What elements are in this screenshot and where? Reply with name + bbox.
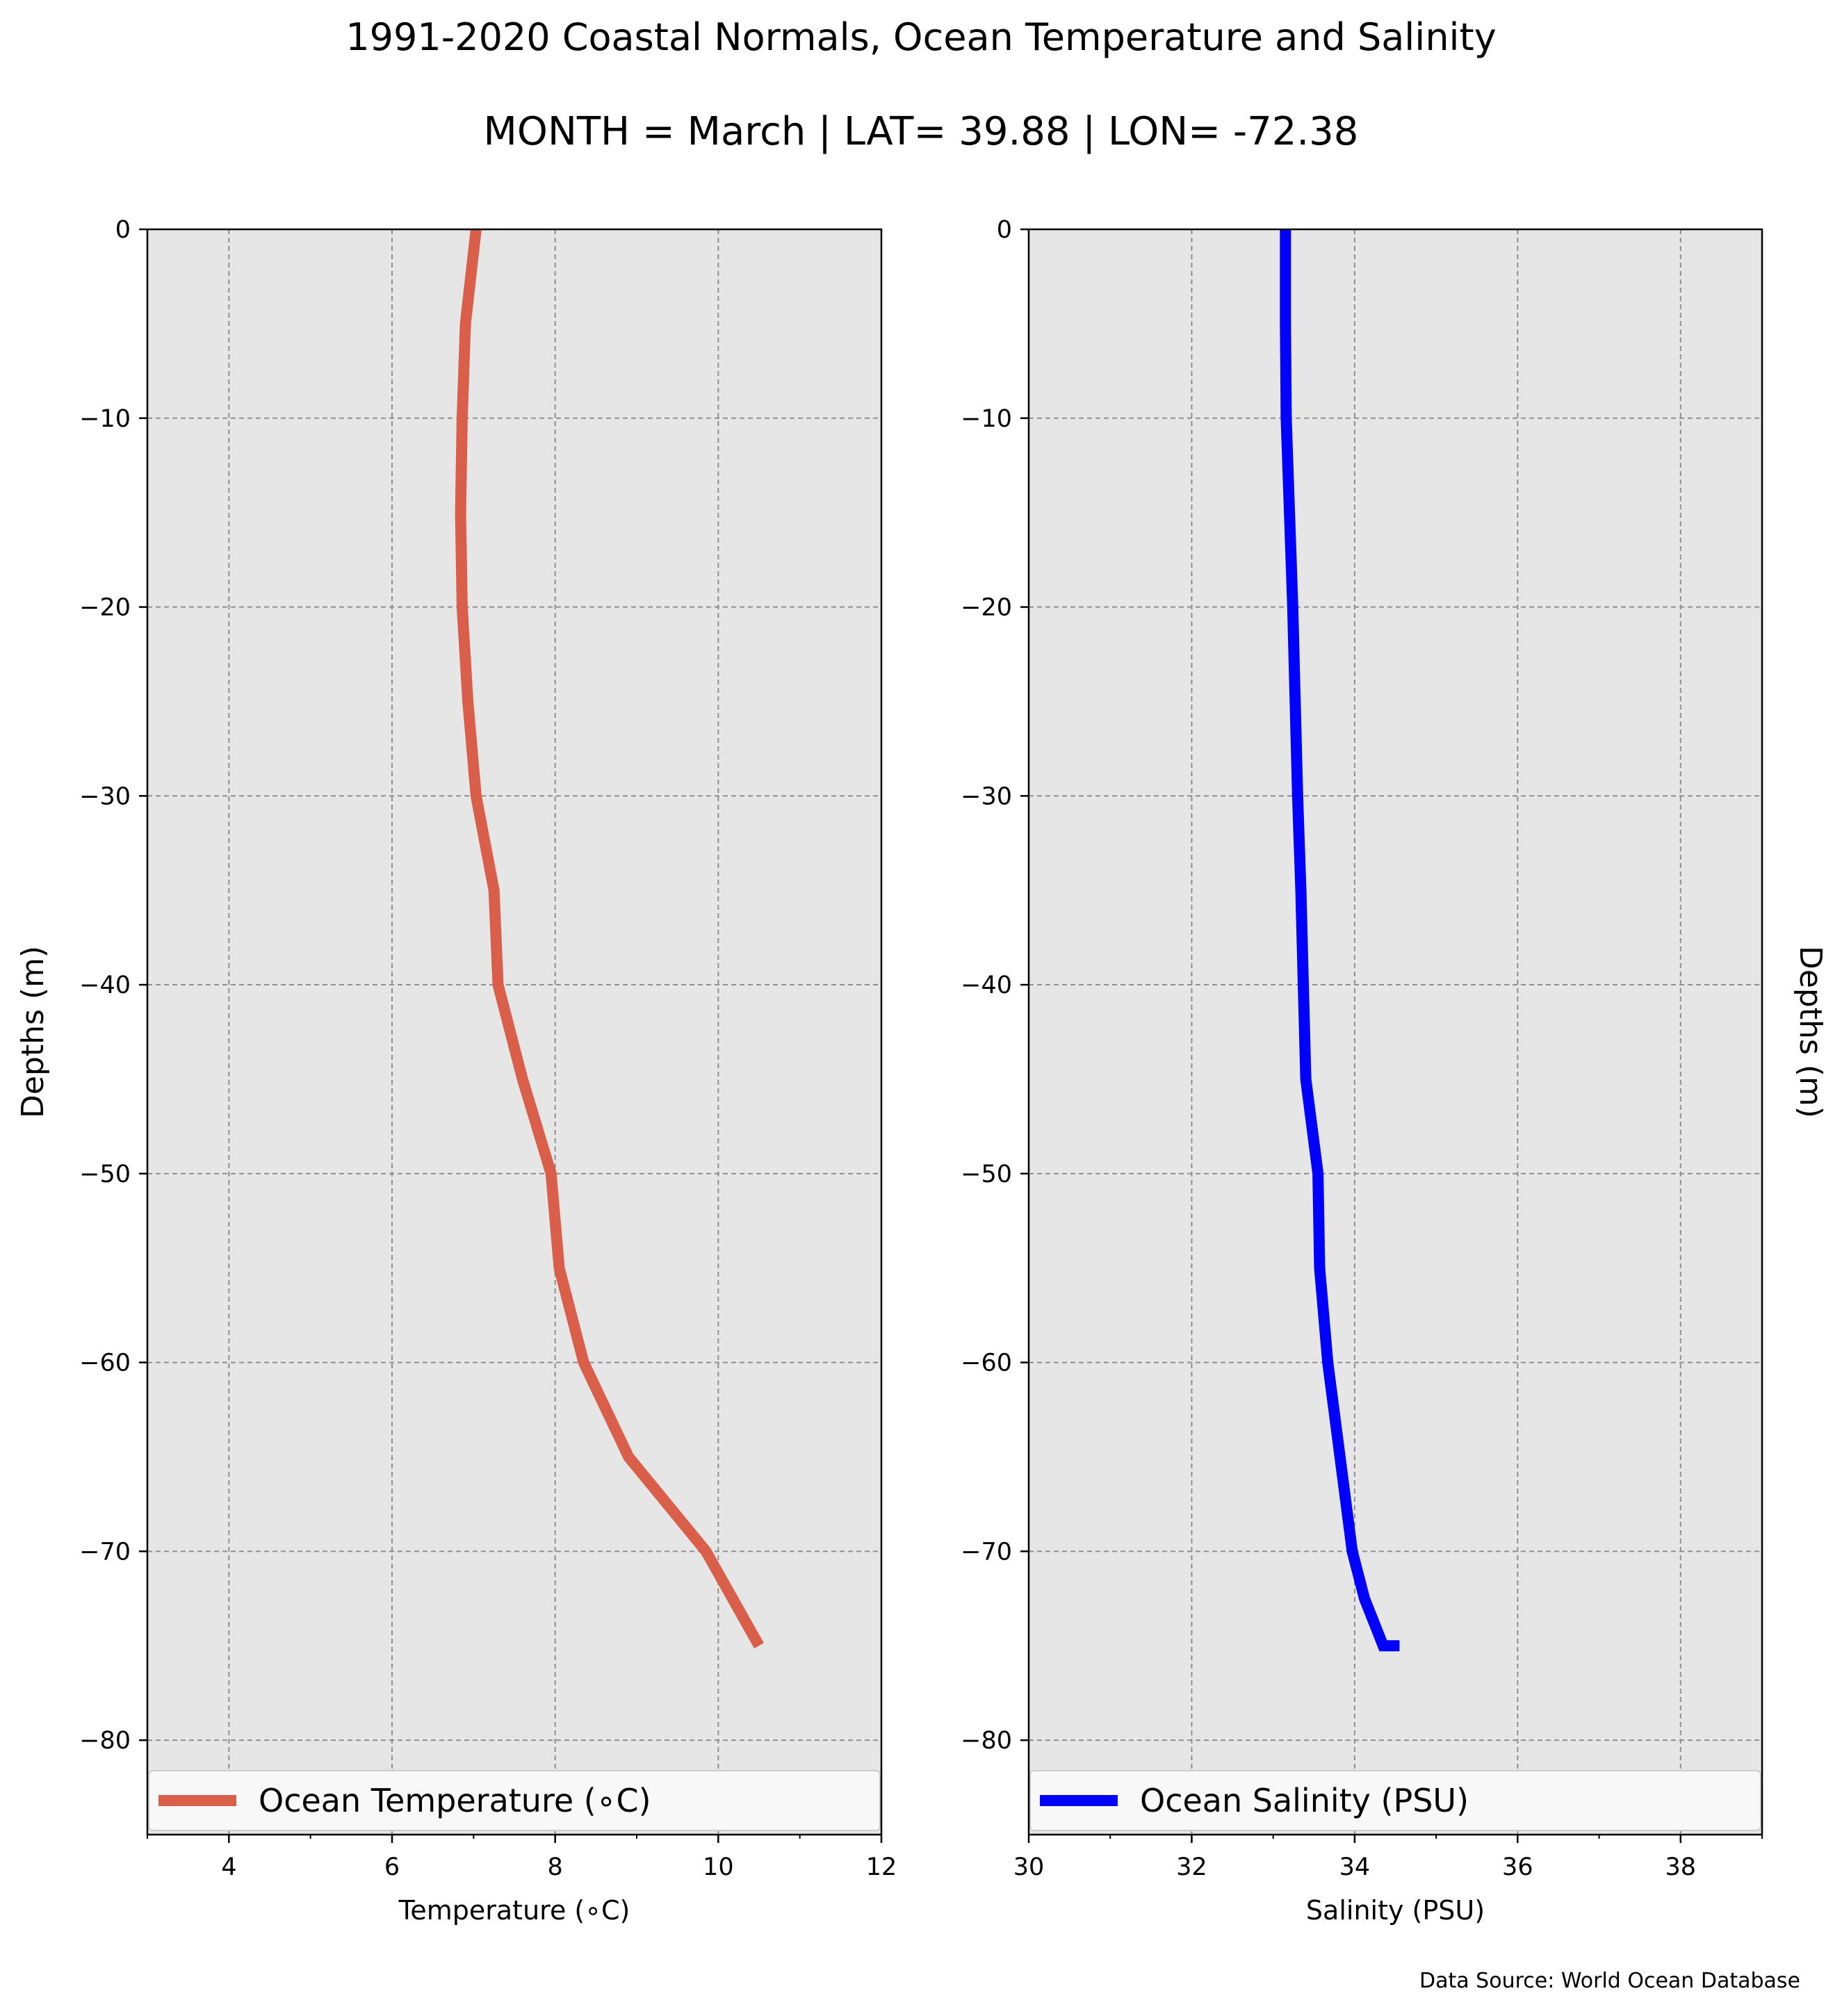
salinity-x-axis-label: Salinity (PSU) bbox=[1306, 1895, 1485, 1926]
salinity-y-tick-label: −60 bbox=[961, 1350, 1012, 1377]
chart-subtitle: MONTH = March | LAT= 39.88 | LON= -72.38 bbox=[484, 109, 1359, 154]
salinity-series-line bbox=[1280, 229, 1400, 1652]
temperature-series-line bbox=[455, 229, 764, 1649]
salinity-y-tick-label: −30 bbox=[961, 782, 1012, 810]
salinity-y-tick-label: −20 bbox=[961, 594, 1012, 622]
salinity-y-axis-label: Depths (m) bbox=[1793, 946, 1828, 1118]
salinity-x-tick-label: 36 bbox=[1502, 1853, 1533, 1881]
temperature-y-tick-label: −40 bbox=[79, 972, 131, 999]
data-source-note: Data Source: World Ocean Database bbox=[1419, 1969, 1800, 1993]
salinity-y-tick-label: −80 bbox=[961, 1727, 1012, 1755]
salinity-y-tick-label: 0 bbox=[997, 216, 1012, 244]
salinity-y-tick-label: −40 bbox=[961, 972, 1012, 999]
temperature-x-tick-label: 10 bbox=[703, 1853, 734, 1881]
temperature-panel: Ocean Temperature (∘C) 4 6 8 10 12 0 −10 −20 −30 −… bbox=[15, 216, 897, 1926]
salinity-x-tick-label: 38 bbox=[1665, 1853, 1697, 1881]
temperature-x-axis-label: Temperature (∘C) bbox=[398, 1895, 630, 1926]
salinity-x-tick-label: 32 bbox=[1176, 1853, 1207, 1881]
temperature-y-tick-label: 0 bbox=[115, 216, 131, 244]
salinity-y-tick-label: −10 bbox=[961, 405, 1012, 433]
temperature-y-tick-label: −80 bbox=[79, 1727, 131, 1755]
salinity-axes-frame bbox=[1027, 228, 1763, 1836]
salinity-plot-area bbox=[1029, 229, 1762, 1835]
temperature-x-tick-label: 12 bbox=[866, 1853, 897, 1881]
salinity-x-tick-label: 30 bbox=[1013, 1853, 1045, 1881]
temperature-x-tick-label: 8 bbox=[548, 1853, 563, 1881]
salinity-legend-label: Ocean Salinity (PSU) bbox=[1140, 1782, 1469, 1819]
salinity-x-tick-label: 34 bbox=[1339, 1853, 1371, 1881]
temperature-y-tick-label: −10 bbox=[79, 405, 131, 433]
salinity-panel: Ocean Salinity (PSU) 30 32 34 36 38 0 −10 −20 −30… bbox=[961, 216, 1828, 1926]
temperature-y-tick-label: −50 bbox=[79, 1161, 131, 1188]
salinity-legend bbox=[1029, 1770, 1761, 1831]
temperature-axes-frame bbox=[146, 228, 883, 1836]
temperature-y-axis-label: Depths (m) bbox=[15, 946, 51, 1118]
temperature-y-tick-label: −30 bbox=[79, 782, 131, 810]
temperature-y-tick-label: −20 bbox=[79, 594, 131, 622]
temperature-y-tick-label: −60 bbox=[79, 1350, 131, 1377]
temperature-legend-label: Ocean Temperature (∘C) bbox=[259, 1782, 651, 1819]
temperature-y-tick-label: −70 bbox=[79, 1538, 131, 1566]
salinity-y-tick-label: −50 bbox=[961, 1161, 1012, 1188]
temperature-x-tick-label: 4 bbox=[221, 1853, 236, 1881]
temperature-x-tick-label: 6 bbox=[384, 1853, 400, 1881]
chart-title: 1991-2020 Coastal Normals, Ocean Tempera… bbox=[345, 15, 1496, 59]
temperature-legend bbox=[148, 1770, 881, 1831]
salinity-y-tick-label: −70 bbox=[961, 1538, 1012, 1566]
